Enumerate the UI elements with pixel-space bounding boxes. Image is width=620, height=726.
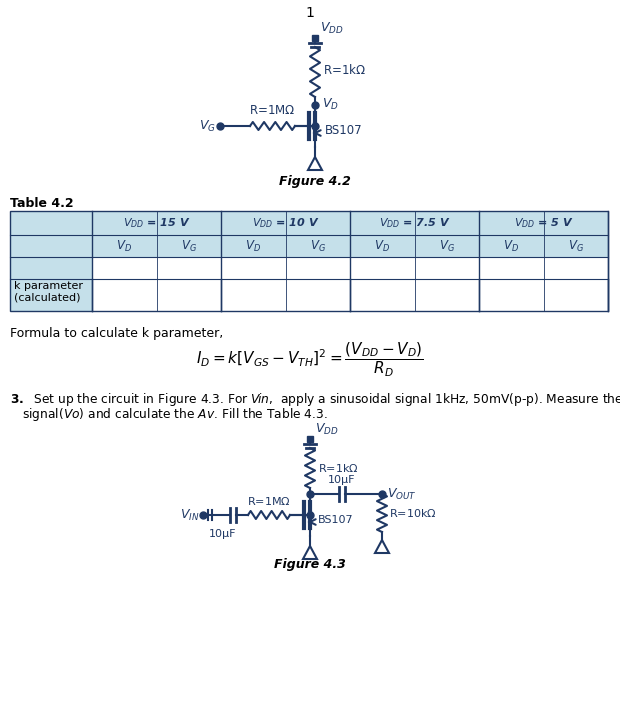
Text: $V_{DD}$: $V_{DD}$ — [315, 422, 339, 437]
Text: Table 4.2: Table 4.2 — [10, 197, 74, 210]
Text: R=10k$\Omega$: R=10k$\Omega$ — [389, 507, 436, 519]
Text: Figure 4.2: Figure 4.2 — [279, 175, 351, 188]
Bar — [92, 211, 608, 235]
Text: 1: 1 — [306, 6, 314, 20]
Text: $\mathbf{3.}$  Set up the circuit in Figure 4.3. For $\it{V\!in}$,  apply a sinu: $\mathbf{3.}$ Set up the circuit in Figu… — [10, 391, 620, 408]
Bar — [92, 257, 608, 279]
Text: 10µF: 10µF — [210, 529, 237, 539]
Text: $V_D$: $V_D$ — [322, 97, 339, 112]
Text: $I_D = k[V_{GS} - V_{TH}]^2 = \dfrac{(V_{DD} - V_D)}{R_D}$: $I_D = k[V_{GS} - V_{TH}]^2 = \dfrac{(V_… — [196, 341, 424, 380]
Text: $V_G$: $V_G$ — [181, 238, 197, 253]
Text: signal($\it{Vo}$) and calculate the $\it{Av}$. Fill the Table 4.3.: signal($\it{Vo}$) and calculate the $\it… — [22, 406, 328, 423]
Text: BS107: BS107 — [318, 515, 353, 525]
Bar — [10, 211, 608, 311]
Text: Figure 4.3: Figure 4.3 — [274, 558, 346, 571]
Text: $V_{OUT}$: $V_{OUT}$ — [387, 486, 417, 502]
Text: $V_{DD}$ = 10 V: $V_{DD}$ = 10 V — [252, 216, 319, 230]
Bar — [10, 211, 92, 311]
Text: Formula to calculate k parameter,: Formula to calculate k parameter, — [10, 327, 223, 340]
Text: $V_{DD}$ = 7.5 V: $V_{DD}$ = 7.5 V — [379, 216, 451, 230]
Bar — [92, 279, 608, 311]
Text: R=1M$\Omega$: R=1M$\Omega$ — [247, 495, 291, 507]
Text: R=1k$\Omega$: R=1k$\Omega$ — [318, 462, 358, 474]
Text: BS107: BS107 — [325, 123, 363, 136]
Text: $V_G$: $V_G$ — [568, 238, 584, 253]
Text: $V_G$: $V_G$ — [310, 238, 326, 253]
Text: k parameter
(calculated): k parameter (calculated) — [14, 281, 83, 303]
Text: 10µF: 10µF — [328, 475, 356, 485]
Text: $V_{DD}$ = 5 V: $V_{DD}$ = 5 V — [513, 216, 574, 230]
Bar — [92, 235, 608, 257]
Text: $V_D$: $V_D$ — [503, 238, 519, 253]
Text: R=1M$\Omega$: R=1M$\Omega$ — [249, 104, 296, 117]
Text: R=1k$\Omega$: R=1k$\Omega$ — [323, 63, 366, 77]
Text: $V_{DD}$ = 15 V: $V_{DD}$ = 15 V — [123, 216, 190, 230]
Text: $V_{IN}$: $V_{IN}$ — [180, 507, 199, 523]
Text: $V_{DD}$: $V_{DD}$ — [320, 21, 343, 36]
Text: $V_G$: $V_G$ — [199, 118, 216, 134]
Text: $V_G$: $V_G$ — [439, 238, 454, 253]
Text: $V_D$: $V_D$ — [374, 238, 390, 253]
Text: $V_D$: $V_D$ — [246, 238, 261, 253]
Text: $V_D$: $V_D$ — [117, 238, 132, 253]
